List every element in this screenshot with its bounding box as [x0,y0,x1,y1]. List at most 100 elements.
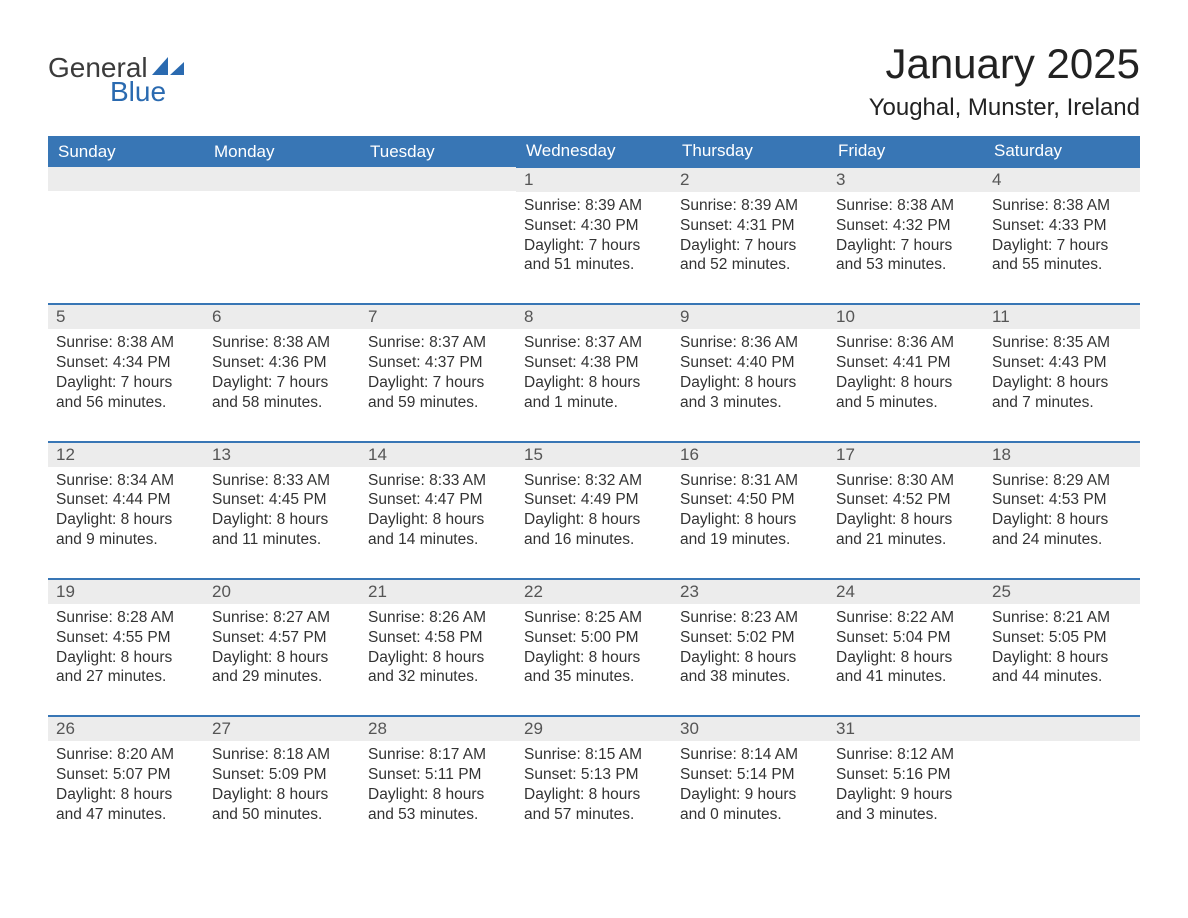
sunrise-line: Sunrise: 8:25 AM [524,608,664,628]
sunset-line: Sunset: 4:34 PM [56,353,196,373]
calendar-cell [204,167,360,304]
day-number: 18 [984,443,1140,467]
sunrise-line: Sunrise: 8:36 AM [836,333,976,353]
sunset-line: Sunset: 4:57 PM [212,628,352,648]
sunset-line: Sunset: 5:11 PM [368,765,508,785]
sunrise-line: Sunrise: 8:38 AM [992,196,1132,216]
daylight-line-2: and 0 minutes. [680,805,820,825]
weekday-header: Saturday [984,136,1140,167]
daylight-line-1: Daylight: 7 hours [836,236,976,256]
calendar-cell: 19Sunrise: 8:28 AMSunset: 4:55 PMDayligh… [48,579,204,716]
calendar-cell [48,167,204,304]
cell-body: Sunrise: 8:30 AMSunset: 4:52 PMDaylight:… [828,467,984,578]
sunrise-line: Sunrise: 8:33 AM [212,471,352,491]
daylight-line-2: and 32 minutes. [368,667,508,687]
sunrise-line: Sunrise: 8:32 AM [524,471,664,491]
sunset-line: Sunset: 5:09 PM [212,765,352,785]
day-number-bar [204,167,360,191]
cell-body: Sunrise: 8:39 AMSunset: 4:31 PMDaylight:… [672,192,828,303]
cell-body: Sunrise: 8:29 AMSunset: 4:53 PMDaylight:… [984,467,1140,578]
calendar-cell: 20Sunrise: 8:27 AMSunset: 4:57 PMDayligh… [204,579,360,716]
sunrise-line: Sunrise: 8:12 AM [836,745,976,765]
daylight-line-1: Daylight: 9 hours [836,785,976,805]
daylight-line-1: Daylight: 8 hours [680,510,820,530]
logo-word-blue: Blue [110,76,166,108]
day-number: 9 [672,305,828,329]
daylight-line-2: and 53 minutes. [368,805,508,825]
cell-body: Sunrise: 8:15 AMSunset: 5:13 PMDaylight:… [516,741,672,852]
day-number-bar [984,717,1140,741]
cell-body: Sunrise: 8:38 AMSunset: 4:32 PMDaylight:… [828,192,984,303]
sunrise-line: Sunrise: 8:37 AM [524,333,664,353]
daylight-line-2: and 16 minutes. [524,530,664,550]
daylight-line-1: Daylight: 8 hours [992,510,1132,530]
day-number: 6 [204,305,360,329]
day-number: 2 [672,168,828,192]
calendar-cell: 29Sunrise: 8:15 AMSunset: 5:13 PMDayligh… [516,716,672,852]
cell-body: Sunrise: 8:26 AMSunset: 4:58 PMDaylight:… [360,604,516,715]
daylight-line-1: Daylight: 7 hours [212,373,352,393]
cell-body: Sunrise: 8:12 AMSunset: 5:16 PMDaylight:… [828,741,984,852]
daylight-line-1: Daylight: 7 hours [524,236,664,256]
daylight-line-1: Daylight: 8 hours [212,510,352,530]
calendar-cell: 5Sunrise: 8:38 AMSunset: 4:34 PMDaylight… [48,304,204,441]
calendar-cell: 31Sunrise: 8:12 AMSunset: 5:16 PMDayligh… [828,716,984,852]
calendar-cell: 11Sunrise: 8:35 AMSunset: 4:43 PMDayligh… [984,304,1140,441]
daylight-line-2: and 21 minutes. [836,530,976,550]
calendar-cell: 18Sunrise: 8:29 AMSunset: 4:53 PMDayligh… [984,442,1140,579]
location-subtitle: Youghal, Munster, Ireland [869,94,1140,122]
sunset-line: Sunset: 4:31 PM [680,216,820,236]
calendar-cell: 22Sunrise: 8:25 AMSunset: 5:00 PMDayligh… [516,579,672,716]
calendar-cell: 3Sunrise: 8:38 AMSunset: 4:32 PMDaylight… [828,167,984,304]
sunrise-line: Sunrise: 8:38 AM [212,333,352,353]
cell-body: Sunrise: 8:34 AMSunset: 4:44 PMDaylight:… [48,467,204,578]
day-number: 28 [360,717,516,741]
sunset-line: Sunset: 4:41 PM [836,353,976,373]
calendar-cell: 16Sunrise: 8:31 AMSunset: 4:50 PMDayligh… [672,442,828,579]
day-number: 14 [360,443,516,467]
day-number: 7 [360,305,516,329]
sunrise-line: Sunrise: 8:21 AM [992,608,1132,628]
weekday-header: Wednesday [516,136,672,167]
daylight-line-2: and 53 minutes. [836,255,976,275]
cell-body: Sunrise: 8:37 AMSunset: 4:37 PMDaylight:… [360,329,516,440]
day-number: 5 [48,305,204,329]
day-number: 20 [204,580,360,604]
sunrise-line: Sunrise: 8:30 AM [836,471,976,491]
daylight-line-2: and 24 minutes. [992,530,1132,550]
logo: General Blue [48,40,186,108]
cell-body: Sunrise: 8:17 AMSunset: 5:11 PMDaylight:… [360,741,516,852]
sunset-line: Sunset: 5:04 PM [836,628,976,648]
calendar-header: SundayMondayTuesdayWednesdayThursdayFrid… [48,136,1140,167]
daylight-line-1: Daylight: 8 hours [680,373,820,393]
cell-body: Sunrise: 8:38 AMSunset: 4:33 PMDaylight:… [984,192,1140,303]
daylight-line-2: and 47 minutes. [56,805,196,825]
daylight-line-1: Daylight: 8 hours [368,648,508,668]
daylight-line-1: Daylight: 8 hours [836,373,976,393]
day-number: 31 [828,717,984,741]
calendar-cell: 28Sunrise: 8:17 AMSunset: 5:11 PMDayligh… [360,716,516,852]
sunrise-line: Sunrise: 8:15 AM [524,745,664,765]
day-number: 22 [516,580,672,604]
daylight-line-2: and 29 minutes. [212,667,352,687]
sunset-line: Sunset: 5:02 PM [680,628,820,648]
weekday-header: Tuesday [360,136,516,167]
cell-body: Sunrise: 8:31 AMSunset: 4:50 PMDaylight:… [672,467,828,578]
sunset-line: Sunset: 4:40 PM [680,353,820,373]
cell-body: Sunrise: 8:33 AMSunset: 4:45 PMDaylight:… [204,467,360,578]
daylight-line-2: and 27 minutes. [56,667,196,687]
cell-body [204,191,360,283]
daylight-line-1: Daylight: 9 hours [680,785,820,805]
daylight-line-1: Daylight: 8 hours [212,648,352,668]
cell-body [984,741,1140,751]
calendar-cell: 23Sunrise: 8:23 AMSunset: 5:02 PMDayligh… [672,579,828,716]
title-block: January 2025 Youghal, Munster, Ireland [869,40,1140,122]
daylight-line-1: Daylight: 8 hours [836,510,976,530]
cell-body: Sunrise: 8:28 AMSunset: 4:55 PMDaylight:… [48,604,204,715]
calendar-cell: 10Sunrise: 8:36 AMSunset: 4:41 PMDayligh… [828,304,984,441]
cell-body: Sunrise: 8:36 AMSunset: 4:40 PMDaylight:… [672,329,828,440]
cell-body: Sunrise: 8:21 AMSunset: 5:05 PMDaylight:… [984,604,1140,715]
daylight-line-2: and 55 minutes. [992,255,1132,275]
sunrise-line: Sunrise: 8:34 AM [56,471,196,491]
calendar-cell: 17Sunrise: 8:30 AMSunset: 4:52 PMDayligh… [828,442,984,579]
